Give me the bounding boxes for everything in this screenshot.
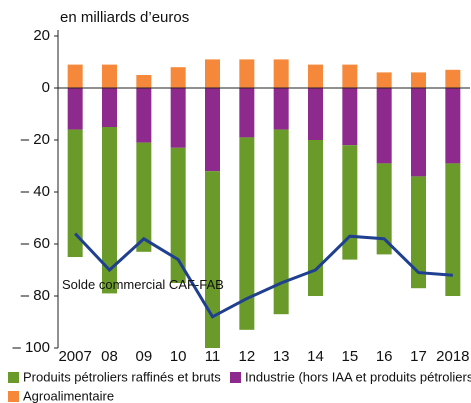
- bar-segment: [342, 64, 358, 88]
- bar-segment: [376, 72, 392, 88]
- bar-segment: [102, 64, 117, 88]
- legend-label: Produits pétroliers raffinés et bruts: [23, 369, 221, 384]
- bar-segment: [205, 59, 220, 88]
- x-tick-label: 12: [238, 348, 255, 365]
- bar-segment: [445, 69, 461, 88]
- x-tick-label: 13: [273, 348, 290, 365]
- y-tick-label: – 40: [21, 183, 50, 200]
- x-tick-label: 11: [205, 348, 221, 365]
- bar-segment: [239, 59, 255, 88]
- bar-segment: [67, 88, 83, 130]
- bar-segment: [445, 88, 461, 164]
- bar-segment: [342, 88, 358, 146]
- x-tick-label: 09: [135, 348, 152, 365]
- x-tick-label: 17: [410, 348, 427, 365]
- x-tick-label: 08: [101, 348, 118, 365]
- bar-segment: [205, 171, 220, 348]
- bar-segment: [170, 88, 186, 148]
- bar-segment: [411, 88, 426, 177]
- legend-label: Industrie (hors IAA et produits pétrolie…: [245, 369, 471, 384]
- x-tick-label: 2018: [436, 348, 469, 365]
- bar-segment: [308, 64, 323, 88]
- y-axis-label: en milliards d’euros: [60, 9, 189, 26]
- legend-swatch: [8, 391, 19, 402]
- bar-segment: [136, 142, 152, 252]
- y-tick-label: 20: [33, 27, 50, 44]
- x-tick-label: 10: [170, 348, 187, 365]
- bar-segment: [273, 88, 289, 130]
- bar-segment: [102, 88, 117, 127]
- y-tick-label: – 80: [21, 287, 50, 304]
- x-tick-label: 16: [376, 348, 393, 365]
- legend-swatch: [8, 372, 19, 383]
- bar-segment: [136, 75, 152, 88]
- x-tick-label: 2007: [58, 348, 91, 365]
- x-tick-label: 15: [341, 348, 358, 365]
- bar-segment: [411, 176, 426, 289]
- bar-segment: [342, 145, 358, 260]
- bar-segment: [67, 129, 83, 257]
- bar-segment: [239, 137, 255, 330]
- bar-segment: [273, 59, 289, 88]
- bar-segment: [102, 127, 117, 294]
- bar-segment: [445, 163, 461, 296]
- bar-segment: [411, 72, 426, 88]
- bar-segment: [205, 88, 220, 172]
- bar-segment: [170, 67, 186, 88]
- bar-segment: [67, 64, 83, 88]
- y-tick-label: 0: [42, 79, 50, 96]
- bar-segment: [170, 147, 186, 283]
- bar-segment: [376, 163, 392, 255]
- line-annotation: Solde commercial CAF-FAB: [62, 277, 224, 292]
- bar-segment: [376, 88, 392, 164]
- bar-segment: [239, 88, 255, 138]
- legend-label: Agroalimentaire: [23, 388, 114, 403]
- line-series: [74, 232, 453, 319]
- legend-swatch: [230, 372, 241, 383]
- y-tick-label: – 20: [21, 131, 50, 148]
- x-tick-label: 14: [307, 348, 324, 365]
- bar-segment: [273, 129, 289, 315]
- y-tick-label: – 100: [12, 339, 50, 356]
- bar-segment: [308, 140, 323, 296]
- bar-segment: [136, 88, 152, 143]
- bar-segment: [308, 88, 323, 140]
- y-tick-label: – 60: [21, 235, 50, 252]
